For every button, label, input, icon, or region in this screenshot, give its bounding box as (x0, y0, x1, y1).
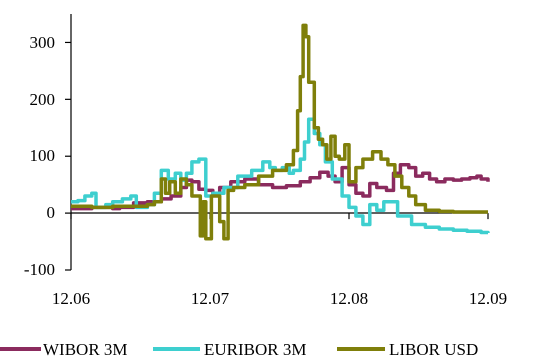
x-tick-marks (70, 213, 489, 220)
series-lines (71, 23, 490, 241)
legend-label-wibor: WIBOR 3M (43, 340, 128, 359)
y-tick-label: 0 (47, 203, 56, 222)
legend-label-euribor: EURIBOR 3M (204, 340, 306, 359)
x-tick-label: 12.06 (52, 289, 90, 308)
legend: WIBOR 3M EURIBOR 3M LIBOR USD (0, 340, 478, 359)
y-tick-label: -100 (24, 260, 55, 279)
series-line-euribor-3m (71, 117, 490, 235)
series-line-libor-usd (71, 23, 488, 241)
series-line-wibor-3m (71, 163, 490, 211)
y-tick-label: 200 (30, 90, 56, 109)
x-tick-label: 12.08 (330, 289, 368, 308)
y-tick-labels: -100 0 100 200 300 (24, 33, 55, 279)
x-tick-label: 12.09 (469, 289, 507, 308)
y-axis: -100 0 100 200 300 (24, 14, 72, 279)
y-tick-label: 300 (30, 33, 56, 52)
legend-label-libor: LIBOR USD (389, 340, 478, 359)
x-tick-label: 12.07 (191, 289, 230, 308)
x-tick-labels: 12.06 12.07 12.08 12.09 (52, 289, 507, 308)
y-tick-label: 100 (30, 146, 56, 165)
legend-item-libor: LIBOR USD (337, 340, 478, 359)
legend-item-wibor: WIBOR 3M (0, 340, 128, 359)
y-tick-marks (65, 41, 71, 271)
x-axis: 12.06 12.07 12.08 12.09 (52, 212, 507, 308)
legend-item-euribor: EURIBOR 3M (153, 340, 306, 359)
